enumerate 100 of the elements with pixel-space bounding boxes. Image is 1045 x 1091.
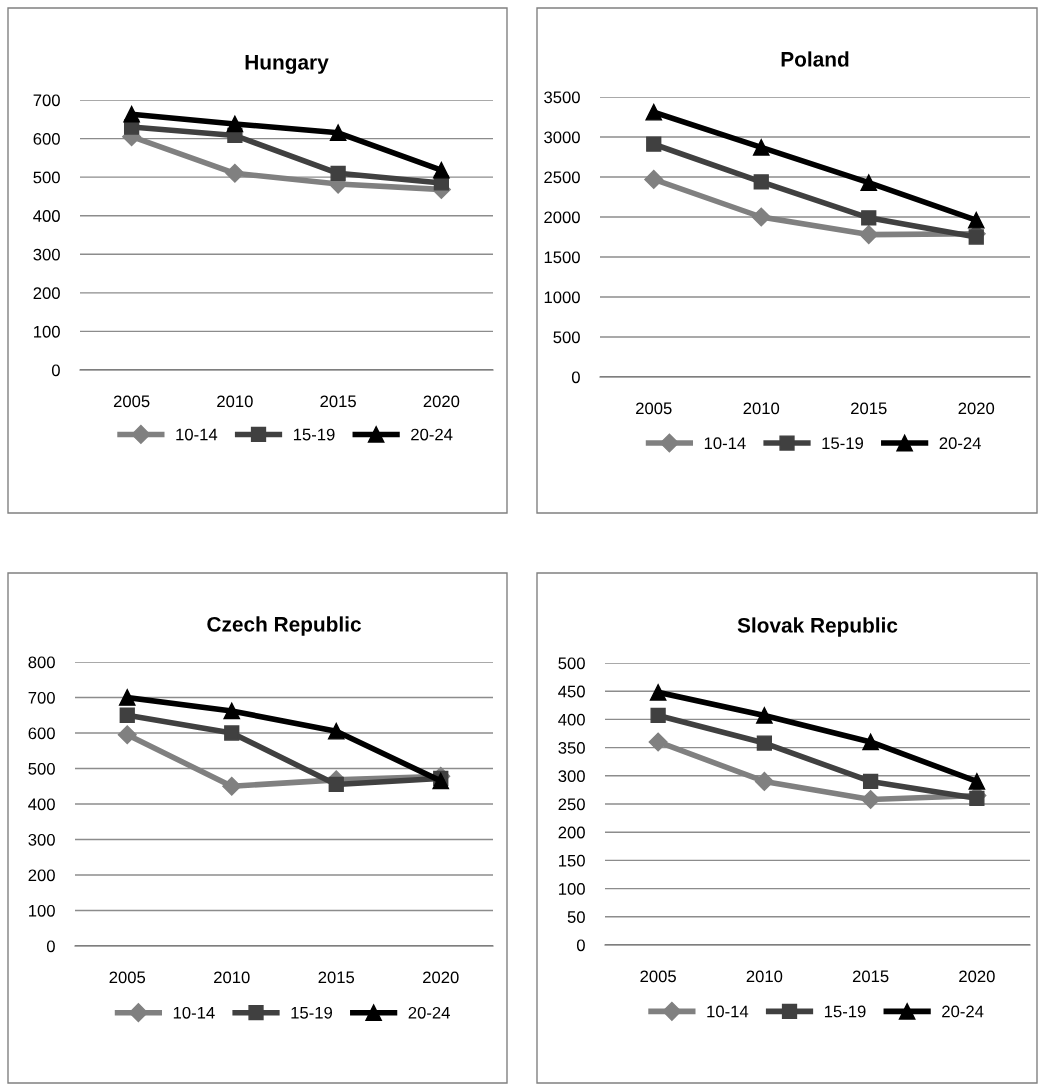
y-tick-label: 600 bbox=[33, 132, 60, 145]
point bbox=[862, 733, 879, 751]
x-tick-label: 2010 bbox=[746, 970, 783, 983]
y-tick-label: 600 bbox=[28, 727, 55, 740]
point bbox=[224, 725, 240, 741]
legend-label: 15-19 bbox=[822, 437, 864, 450]
y-tick-label: 0 bbox=[571, 371, 580, 384]
chart-title: Czech Republic bbox=[207, 616, 361, 636]
point bbox=[756, 707, 773, 724]
legend-label: 20-24 bbox=[411, 428, 453, 441]
legend-label: 10-14 bbox=[176, 428, 218, 441]
y-tick-label: 0 bbox=[51, 364, 60, 377]
legend-label: 10-14 bbox=[173, 1006, 215, 1019]
point bbox=[330, 165, 346, 181]
point bbox=[119, 707, 135, 723]
legend-label: 15-19 bbox=[293, 428, 335, 441]
chart-title: Poland bbox=[781, 51, 849, 67]
x-tick-label: 2015 bbox=[320, 395, 356, 408]
point bbox=[752, 139, 770, 156]
legend-label: 10-14 bbox=[707, 1005, 749, 1018]
y-tick-label: 800 bbox=[28, 656, 55, 669]
point bbox=[968, 773, 986, 790]
x-tick-label: 2005 bbox=[109, 971, 146, 984]
x-tick-label: 2010 bbox=[217, 395, 253, 408]
legend-label: 15-19 bbox=[824, 1005, 866, 1018]
point bbox=[645, 103, 663, 121]
x-tick-label: 2020 bbox=[959, 970, 995, 983]
point bbox=[225, 163, 245, 183]
point bbox=[646, 136, 662, 152]
point bbox=[968, 229, 984, 245]
point bbox=[649, 683, 667, 701]
point bbox=[753, 174, 769, 190]
y-tick-label: 3500 bbox=[544, 91, 580, 104]
y-tick-label: 0 bbox=[46, 940, 55, 953]
y-tick-label: 100 bbox=[29, 904, 55, 917]
y-tick-label: 350 bbox=[558, 742, 585, 754]
y-tick-label: 2000 bbox=[544, 211, 580, 224]
point bbox=[117, 725, 137, 745]
x-tick-label: 2015 bbox=[318, 971, 355, 984]
legend-label: 15-19 bbox=[291, 1006, 333, 1019]
point bbox=[861, 789, 881, 810]
y-tick-label: 100 bbox=[34, 325, 60, 338]
y-tick-label: 200 bbox=[558, 826, 585, 839]
point bbox=[123, 105, 140, 123]
point bbox=[223, 702, 241, 720]
y-tick-label: 400 bbox=[28, 798, 55, 811]
y-tick-label: 3000 bbox=[544, 131, 580, 144]
x-tick-label: 2015 bbox=[851, 402, 887, 415]
y-tick-label: 300 bbox=[558, 770, 585, 782]
y-tick-label: 500 bbox=[28, 762, 55, 775]
legend-label: 20-24 bbox=[942, 1005, 984, 1018]
y-tick-label: 1000 bbox=[544, 291, 580, 304]
y-tick-label: 500 bbox=[558, 657, 585, 670]
y-tick-label: 2500 bbox=[544, 171, 580, 184]
point bbox=[648, 732, 668, 752]
legend-label: 20-24 bbox=[939, 437, 981, 450]
point bbox=[969, 790, 985, 806]
y-tick-label: 300 bbox=[33, 248, 60, 261]
point bbox=[756, 735, 773, 751]
legend-label: 10-14 bbox=[704, 437, 746, 450]
x-tick-label: 2020 bbox=[423, 971, 459, 984]
point bbox=[327, 722, 345, 740]
point bbox=[860, 174, 878, 191]
y-tick-label: 700 bbox=[28, 691, 55, 704]
point bbox=[862, 773, 879, 790]
x-tick-label: 2005 bbox=[113, 395, 150, 408]
x-tick-label: 2005 bbox=[636, 402, 672, 415]
y-tick-label: 400 bbox=[558, 713, 585, 726]
y-tick-label: 200 bbox=[28, 869, 55, 882]
point bbox=[751, 207, 771, 227]
x-tick-label: 2005 bbox=[640, 970, 676, 983]
point bbox=[859, 225, 879, 245]
x-tick-label: 2020 bbox=[958, 402, 995, 415]
point bbox=[644, 169, 664, 189]
y-tick-label: 200 bbox=[33, 287, 60, 300]
y-tick-label: 1500 bbox=[544, 251, 580, 264]
point bbox=[433, 161, 450, 179]
y-tick-label: 150 bbox=[559, 854, 585, 867]
point bbox=[328, 776, 344, 793]
point bbox=[329, 124, 347, 142]
point bbox=[650, 707, 666, 724]
legend-label: 20-24 bbox=[408, 1006, 450, 1019]
y-tick-label: 250 bbox=[558, 798, 585, 811]
point bbox=[967, 211, 985, 229]
x-tick-label: 2015 bbox=[852, 970, 889, 983]
point bbox=[861, 210, 877, 226]
y-tick-label: 450 bbox=[558, 685, 585, 698]
y-tick-label: 50 bbox=[567, 911, 585, 923]
chart-title: Slovak Republic bbox=[737, 617, 898, 637]
x-tick-label: 2010 bbox=[743, 402, 780, 415]
y-tick-label: 300 bbox=[28, 833, 55, 846]
x-tick-label: 2020 bbox=[423, 395, 460, 408]
y-tick-label: 400 bbox=[33, 210, 60, 222]
y-tick-label: 500 bbox=[33, 171, 60, 184]
point bbox=[754, 771, 774, 791]
point bbox=[226, 115, 244, 133]
chart-title: Hungary bbox=[245, 55, 329, 74]
y-tick-label: 0 bbox=[576, 939, 585, 952]
y-tick-label: 500 bbox=[553, 331, 580, 344]
x-tick-label: 2010 bbox=[214, 971, 250, 984]
